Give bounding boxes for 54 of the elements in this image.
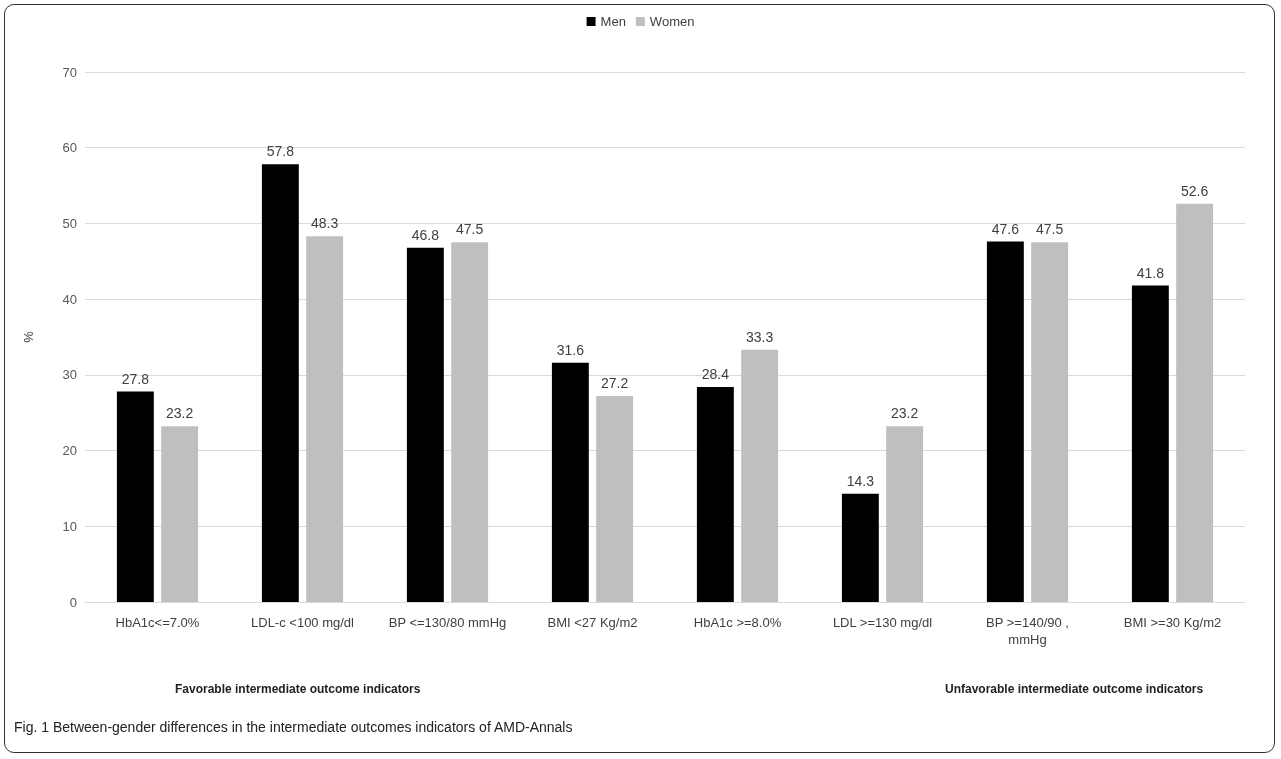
bar bbox=[1176, 203, 1214, 602]
legend-label: Women bbox=[649, 14, 695, 29]
x-tick-label: HbA1c >=8.0% bbox=[693, 615, 782, 630]
data-label: 48.3 bbox=[311, 215, 339, 232]
bar bbox=[696, 386, 734, 602]
bar bbox=[451, 242, 489, 602]
data-label: 23.2 bbox=[891, 405, 919, 422]
y-tick-label: 0 bbox=[69, 594, 77, 610]
bar bbox=[406, 247, 444, 602]
bar bbox=[306, 236, 344, 602]
bar bbox=[1031, 242, 1069, 602]
bar bbox=[116, 391, 154, 602]
bar bbox=[596, 396, 634, 602]
x-tick-label: LDL >=130 mg/dl bbox=[832, 615, 933, 630]
caption: Fig. 1 Between-gender differences in the intermediate outcomes indicators of AMD-Annals bbox=[14, 719, 573, 735]
data-label: 47.6 bbox=[991, 220, 1020, 237]
x-tick-label: LDL-c <100 mg/dl bbox=[251, 615, 355, 630]
bar bbox=[741, 349, 779, 602]
data-label: 46.8 bbox=[411, 226, 440, 243]
data-label: 31.6 bbox=[556, 341, 585, 358]
data-label: 47.5 bbox=[456, 221, 484, 238]
x-tick-label: BMI <27 Kg/m2 bbox=[547, 615, 638, 630]
bar bbox=[986, 241, 1024, 602]
x-tick-label: BP <=130/80 mmHg bbox=[388, 615, 507, 630]
x-tick-label: BP >=140/90 ,mmHg bbox=[986, 615, 1069, 647]
text: Favorable intermediate outcome indicators bbox=[175, 682, 421, 696]
y-tick-label: 10 bbox=[62, 518, 77, 534]
bar bbox=[1131, 285, 1169, 602]
bar bbox=[886, 426, 924, 602]
bar bbox=[841, 493, 879, 602]
data-label: 33.3 bbox=[746, 328, 774, 345]
x-tick-label: BMI >=30 Kg/m2 bbox=[1123, 615, 1222, 630]
data-label: 28.4 bbox=[701, 365, 730, 382]
data-label: 47.5 bbox=[1036, 221, 1064, 238]
y-tick-label: 40 bbox=[62, 291, 77, 307]
text: Unfavorable intermediate outcome indicators bbox=[945, 682, 1204, 696]
y-tick-label: 70 bbox=[62, 64, 77, 80]
y-tick-label: 60 bbox=[62, 140, 77, 156]
y-tick-label: 30 bbox=[62, 367, 77, 383]
bar bbox=[161, 426, 199, 602]
data-label: 52.6 bbox=[1181, 182, 1209, 199]
data-label: 14.3 bbox=[846, 472, 875, 489]
bar bbox=[261, 164, 299, 602]
data-label: 27.2 bbox=[601, 375, 629, 392]
y-axis-title: % bbox=[21, 330, 36, 343]
x-tick-label: HbA1c<=7.0% bbox=[115, 615, 200, 630]
y-tick-label: 50 bbox=[62, 215, 77, 231]
bar bbox=[551, 362, 589, 602]
legend-label: Men bbox=[600, 14, 626, 29]
data-label: 41.8 bbox=[1136, 264, 1165, 281]
data-label: 57.8 bbox=[266, 143, 295, 160]
data-label: 23.2 bbox=[166, 405, 194, 422]
data-label: 27.8 bbox=[121, 370, 150, 387]
y-tick-label: 20 bbox=[62, 443, 77, 459]
